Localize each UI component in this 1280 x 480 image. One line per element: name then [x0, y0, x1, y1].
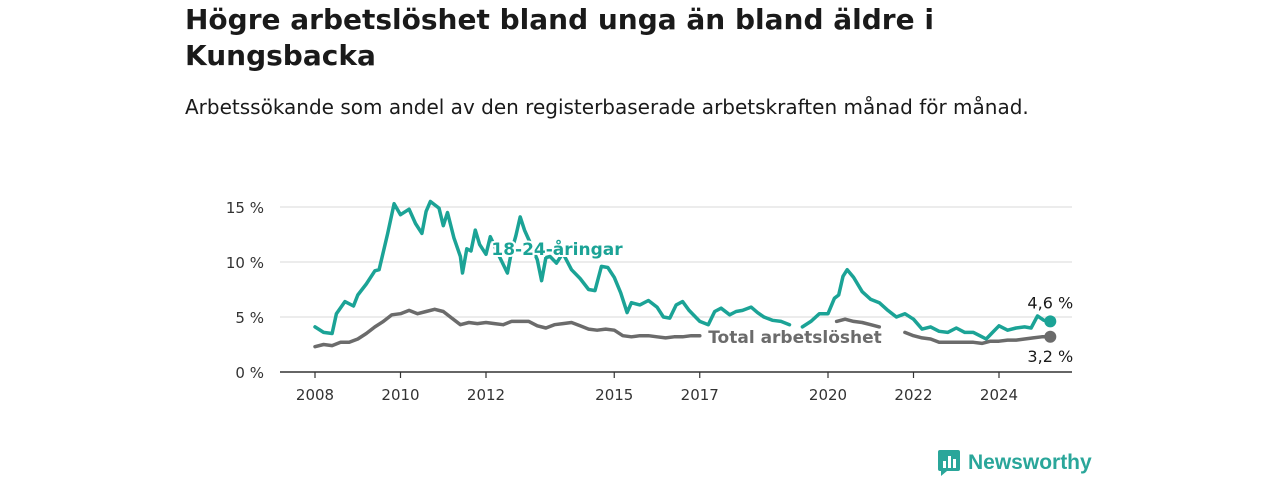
series-line-0 — [313, 199, 792, 336]
x-tick-label: 2010 — [381, 386, 419, 404]
chart-title: Högre arbetslöshet bland unga än bland ä… — [185, 3, 934, 72]
x-tick-label: 2012 — [467, 386, 505, 404]
brand-name: Newsworthy — [968, 451, 1092, 474]
series-line-1 — [313, 307, 702, 349]
x-tick-label: 2024 — [980, 386, 1018, 404]
newsworthy-logo-icon — [938, 450, 960, 476]
y-tick-label: 0 % — [235, 364, 264, 382]
series-lines — [313, 199, 1057, 349]
y-tick-label: 10 % — [226, 254, 264, 272]
end-value-label-total: 3,2 % — [1027, 347, 1073, 366]
series-labels: 18-24-åringar Total arbetslöshet 4,6 % 3,2 … — [489, 236, 1075, 368]
x-tick-label: 2017 — [681, 386, 719, 404]
series-line-1 — [834, 317, 882, 329]
series-line-1 — [903, 330, 1053, 346]
x-tick-label: 2008 — [296, 386, 334, 404]
series-end-point-0 — [1044, 315, 1057, 328]
series-end-point-1 — [1044, 330, 1057, 343]
x-tick-label: 2015 — [595, 386, 633, 404]
x-tick-label: 2022 — [894, 386, 932, 404]
series-label-total: Total arbetslöshet — [708, 328, 882, 348]
series-label-18-24: 18-24-åringar — [491, 238, 623, 260]
gridlines — [280, 206, 1072, 318]
x-tick-label: 2020 — [809, 386, 847, 404]
axes: 0 % 5 % 10 % 15 % 2008 2010 2012 2015 2017 2020 20… — [226, 199, 1072, 404]
end-value-label-18-24: 4,6 % — [1027, 293, 1073, 312]
y-tick-label: 15 % — [226, 199, 264, 217]
series-line-0 — [800, 267, 1053, 341]
chart-subtitle: Arbetssökande som andel av den registerb… — [185, 95, 1029, 119]
brand-logo: Newsworthy — [938, 448, 1092, 478]
y-tick-label: 5 % — [235, 309, 264, 327]
